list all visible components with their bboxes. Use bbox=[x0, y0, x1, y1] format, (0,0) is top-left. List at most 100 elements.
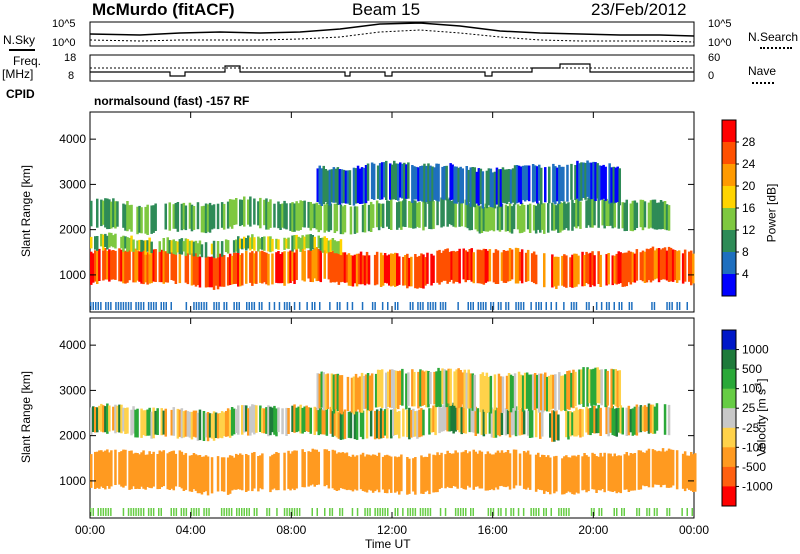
data-cell bbox=[457, 368, 460, 409]
data-cell bbox=[366, 508, 369, 516]
data-cell bbox=[228, 409, 232, 438]
data-cell bbox=[505, 169, 509, 204]
data-cell bbox=[422, 200, 425, 231]
data-cell bbox=[468, 249, 472, 280]
nave-label: Nave bbox=[748, 64, 777, 78]
data-cell bbox=[467, 302, 469, 310]
data-cell bbox=[536, 374, 539, 409]
data-cell bbox=[527, 165, 531, 202]
data-cell bbox=[295, 450, 298, 489]
data-cell bbox=[186, 411, 190, 437]
data-cell bbox=[633, 253, 637, 283]
data-cell bbox=[665, 250, 669, 281]
data-cell bbox=[458, 404, 461, 433]
data-cell bbox=[273, 203, 276, 228]
data-cell bbox=[629, 203, 633, 231]
data-cell bbox=[423, 163, 426, 203]
data-cell bbox=[469, 167, 473, 207]
data-cell bbox=[676, 302, 678, 310]
data-cell bbox=[452, 453, 455, 486]
data-cell bbox=[184, 238, 188, 256]
data-cell bbox=[581, 251, 584, 287]
data-cell bbox=[146, 454, 149, 487]
data-cell bbox=[396, 202, 399, 230]
data-cell bbox=[667, 205, 671, 231]
data-cell bbox=[266, 508, 268, 516]
data-cell bbox=[285, 238, 288, 249]
data-cell bbox=[271, 407, 274, 433]
data-cell bbox=[122, 203, 125, 228]
data-cell bbox=[477, 302, 480, 310]
data-cell bbox=[500, 450, 504, 486]
data-cell bbox=[552, 374, 555, 409]
data-cell bbox=[333, 408, 337, 436]
data-cell bbox=[245, 454, 248, 492]
data-cell bbox=[645, 450, 649, 486]
data-cell bbox=[432, 255, 435, 283]
data-cell bbox=[190, 240, 194, 254]
data-cell bbox=[461, 372, 465, 405]
data-cell bbox=[464, 199, 468, 228]
data-cell bbox=[497, 169, 501, 208]
data-cell bbox=[163, 302, 165, 310]
data-cell bbox=[418, 201, 421, 228]
data-cell bbox=[526, 450, 530, 488]
data-cell bbox=[482, 207, 486, 232]
data-cell bbox=[608, 302, 610, 310]
data-cell bbox=[441, 166, 444, 200]
data-cell bbox=[694, 453, 697, 492]
data-cell bbox=[381, 302, 384, 310]
data-cell bbox=[484, 454, 488, 491]
data-cell bbox=[420, 408, 423, 437]
data-cell bbox=[243, 405, 246, 433]
data-cell bbox=[527, 374, 531, 411]
data-cell bbox=[214, 412, 218, 438]
data-cell bbox=[528, 409, 532, 438]
data-cell bbox=[186, 239, 190, 254]
data-cell bbox=[100, 403, 103, 432]
data-cell bbox=[462, 451, 466, 490]
data-cell bbox=[104, 248, 107, 280]
data-cell bbox=[356, 377, 360, 410]
data-cell bbox=[305, 405, 308, 432]
data-cell bbox=[666, 508, 668, 516]
data-cell bbox=[184, 410, 188, 437]
data-cell bbox=[110, 232, 113, 247]
data-cell bbox=[401, 163, 404, 199]
data-cell bbox=[574, 371, 577, 407]
data-cell bbox=[206, 204, 210, 232]
power-colorbar-swatch bbox=[722, 120, 736, 143]
data-cell bbox=[669, 449, 673, 488]
freq-label-line1: Freq. bbox=[13, 54, 42, 68]
data-cell bbox=[362, 376, 366, 410]
data-cell bbox=[504, 408, 508, 436]
data-cell bbox=[190, 508, 193, 516]
data-cell bbox=[100, 302, 102, 310]
data-cell bbox=[557, 203, 560, 233]
data-cell bbox=[505, 375, 509, 409]
power-colorbar-swatch bbox=[722, 208, 736, 231]
data-cell bbox=[590, 369, 593, 406]
data-cell bbox=[401, 368, 404, 406]
velocity-colorbar-swatch bbox=[722, 388, 736, 409]
data-cell bbox=[323, 247, 327, 279]
data-cell bbox=[381, 456, 385, 490]
data-cell bbox=[107, 508, 110, 516]
data-cell bbox=[248, 302, 250, 310]
data-cell bbox=[514, 449, 518, 486]
data-cell bbox=[534, 454, 538, 492]
data-cell bbox=[555, 256, 558, 289]
data-cell bbox=[515, 165, 519, 204]
data-cell bbox=[239, 254, 242, 287]
data-cell bbox=[631, 200, 635, 232]
data-cell bbox=[414, 200, 417, 229]
data-cell bbox=[291, 235, 294, 252]
data-cell bbox=[663, 451, 667, 485]
data-cell bbox=[437, 163, 440, 202]
data-cell bbox=[537, 202, 540, 230]
data-cell bbox=[548, 375, 551, 412]
data-cell bbox=[237, 405, 240, 435]
data-cell bbox=[636, 508, 638, 516]
data-cell bbox=[213, 302, 215, 310]
data-cell bbox=[551, 410, 554, 442]
